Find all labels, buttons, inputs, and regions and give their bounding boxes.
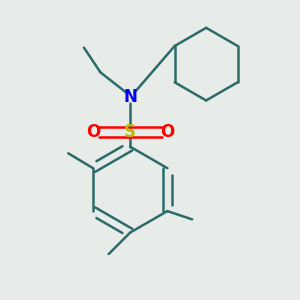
Text: O: O	[86, 123, 100, 141]
Text: O: O	[160, 123, 175, 141]
Text: N: N	[123, 88, 137, 106]
Text: S: S	[124, 123, 136, 141]
